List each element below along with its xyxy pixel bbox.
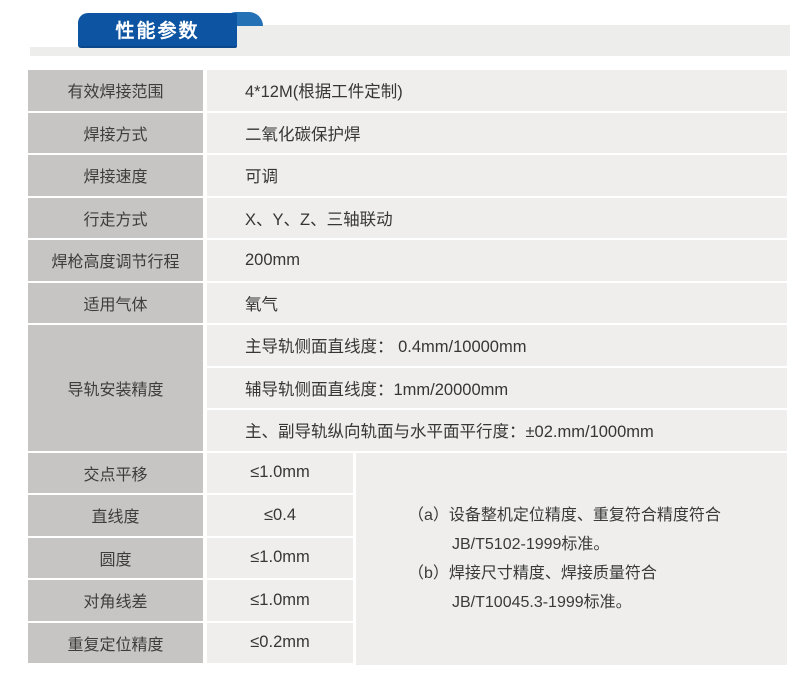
table-row: 焊枪高度调节行程 200mm: [28, 240, 787, 281]
standards-notes-block: （a）设备整机定位精度、重复符合精度符合 JB/T5102-1999标准。 （b…: [356, 452, 787, 665]
spec-value: 主、副导轨纵向轨面与水平面平行度：±02.mm/1000mm: [207, 410, 787, 451]
spec-value: 二氧化碳保护焊: [207, 112, 787, 153]
spec-label: 导轨安装精度: [28, 325, 203, 451]
table-row: 交点平移 ≤1.0mm: [28, 452, 353, 493]
spec-value: 可调: [207, 155, 787, 196]
spec-label: 有效焊接范围: [28, 70, 203, 111]
header-underline-strip: [30, 47, 790, 56]
note-line: JB/T5102-1999标准。: [452, 535, 610, 553]
spec-value: 辅导轨侧面直线度：1mm/20000mm: [207, 367, 787, 408]
table-row: 焊接方式 二氧化碳保护焊: [28, 112, 787, 153]
table-row: 重复定位精度 ≤0.2mm: [28, 622, 353, 663]
table-row-merged: 导轨安装精度 主导轨侧面直线度： 0.4mm/10000mm 辅导轨侧面直线度：…: [28, 325, 787, 451]
spec-label: 焊接方式: [28, 112, 203, 153]
spec-value: ≤1.0mm: [207, 452, 353, 493]
table-row: 有效焊接范围 4*12M(根据工件定制): [28, 70, 787, 111]
table-row: 圆度 ≤1.0mm: [28, 537, 353, 578]
spec-label: 交点平移: [28, 452, 203, 493]
spec-value: ≤1.0mm: [207, 537, 353, 578]
precision-rows: 交点平移 ≤1.0mm 直线度 ≤0.4 圆度 ≤1.0mm 对角线差 ≤1.0…: [28, 452, 353, 666]
note-line: JB/T10045.3-1999标准。: [452, 593, 632, 611]
spec-label: 直线度: [28, 495, 203, 536]
table-row: 适用气体 氧气: [28, 282, 787, 323]
table-row: 行走方式 X、Y、Z、三轴联动: [28, 197, 787, 238]
spec-value: 4*12M(根据工件定制): [207, 70, 787, 111]
table-row: 直线度 ≤0.4: [28, 495, 353, 536]
spec-value: 氧气: [207, 282, 787, 323]
spec-table: 有效焊接范围 4*12M(根据工件定制) 焊接方式 二氧化碳保护焊 焊接速度 可…: [28, 70, 787, 665]
spec-value: ≤0.2mm: [207, 622, 353, 663]
section-title-tab: 性能参数: [78, 13, 237, 48]
spec-label: 焊枪高度调节行程: [28, 240, 203, 281]
spec-value: 主导轨侧面直线度： 0.4mm/10000mm: [207, 325, 787, 366]
spec-value: ≤1.0mm: [207, 580, 353, 621]
precision-section: 交点平移 ≤1.0mm 直线度 ≤0.4 圆度 ≤1.0mm 对角线差 ≤1.0…: [28, 452, 787, 666]
spec-label: 圆度: [28, 537, 203, 578]
table-row: 焊接速度 可调: [28, 155, 787, 196]
page-title: 性能参数: [115, 21, 200, 42]
spec-value: X、Y、Z、三轴联动: [207, 197, 787, 238]
spec-label: 重复定位精度: [28, 622, 203, 663]
spec-label: 行走方式: [28, 197, 203, 238]
note-line: （a）设备整机定位精度、重复符合精度符合: [408, 506, 721, 524]
spec-label: 对角线差: [28, 580, 203, 621]
spec-label: 焊接速度: [28, 155, 203, 196]
note-line: （b）焊接尺寸精度、焊接质量符合: [408, 564, 657, 582]
table-row: 对角线差 ≤1.0mm: [28, 580, 353, 621]
merged-sub-values: 主导轨侧面直线度： 0.4mm/10000mm 辅导轨侧面直线度：1mm/200…: [207, 325, 787, 451]
spec-label: 适用气体: [28, 282, 203, 323]
spec-value: ≤0.4: [207, 495, 353, 536]
spec-value: 200mm: [207, 240, 787, 281]
